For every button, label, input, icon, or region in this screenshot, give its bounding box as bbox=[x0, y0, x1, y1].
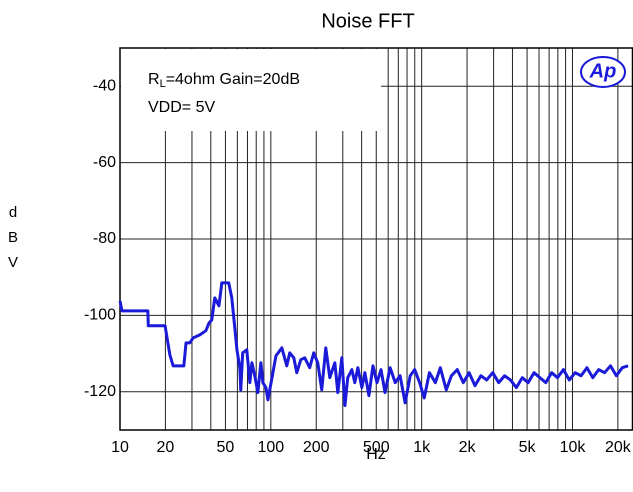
x-tick-label: 20 bbox=[157, 439, 175, 456]
x-tick-label: 100 bbox=[257, 439, 284, 456]
y-tick-label: -60 bbox=[93, 154, 116, 171]
x-tick-label: 500 bbox=[363, 439, 390, 456]
x-tick-label: 200 bbox=[303, 439, 330, 456]
annotation: RL=4ohm Gain=20dB bbox=[148, 71, 300, 90]
annotation-box bbox=[121, 49, 381, 131]
x-tick-label: 1k bbox=[413, 439, 431, 456]
annotation-part: =4ohm Gain=20dB bbox=[166, 71, 300, 88]
x-tick-label: 10k bbox=[560, 439, 587, 456]
y-tick-label: -100 bbox=[84, 307, 116, 324]
y-axis-label: dBV bbox=[7, 204, 18, 271]
x-tick-label: 10 bbox=[111, 439, 129, 456]
chart-title: Noise FFT bbox=[321, 10, 414, 32]
x-tick-label: 20k bbox=[605, 439, 632, 456]
y-tick-label: -120 bbox=[84, 383, 116, 400]
x-tick-label: 2k bbox=[459, 439, 477, 456]
logo-ring bbox=[580, 56, 626, 88]
x-axis-label: Hz bbox=[366, 446, 386, 463]
annotation: VDD= 5V bbox=[148, 99, 215, 116]
y-tick-label: -80 bbox=[93, 230, 116, 247]
y-tick-label: -40 bbox=[93, 77, 116, 94]
annotation-part: R bbox=[148, 71, 160, 88]
x-tick-label: 50 bbox=[217, 439, 235, 456]
data-line bbox=[118, 281, 629, 408]
annotation-subscript: L bbox=[160, 78, 166, 90]
logo: Ap bbox=[589, 60, 617, 82]
x-tick-label: 5k bbox=[519, 439, 537, 456]
